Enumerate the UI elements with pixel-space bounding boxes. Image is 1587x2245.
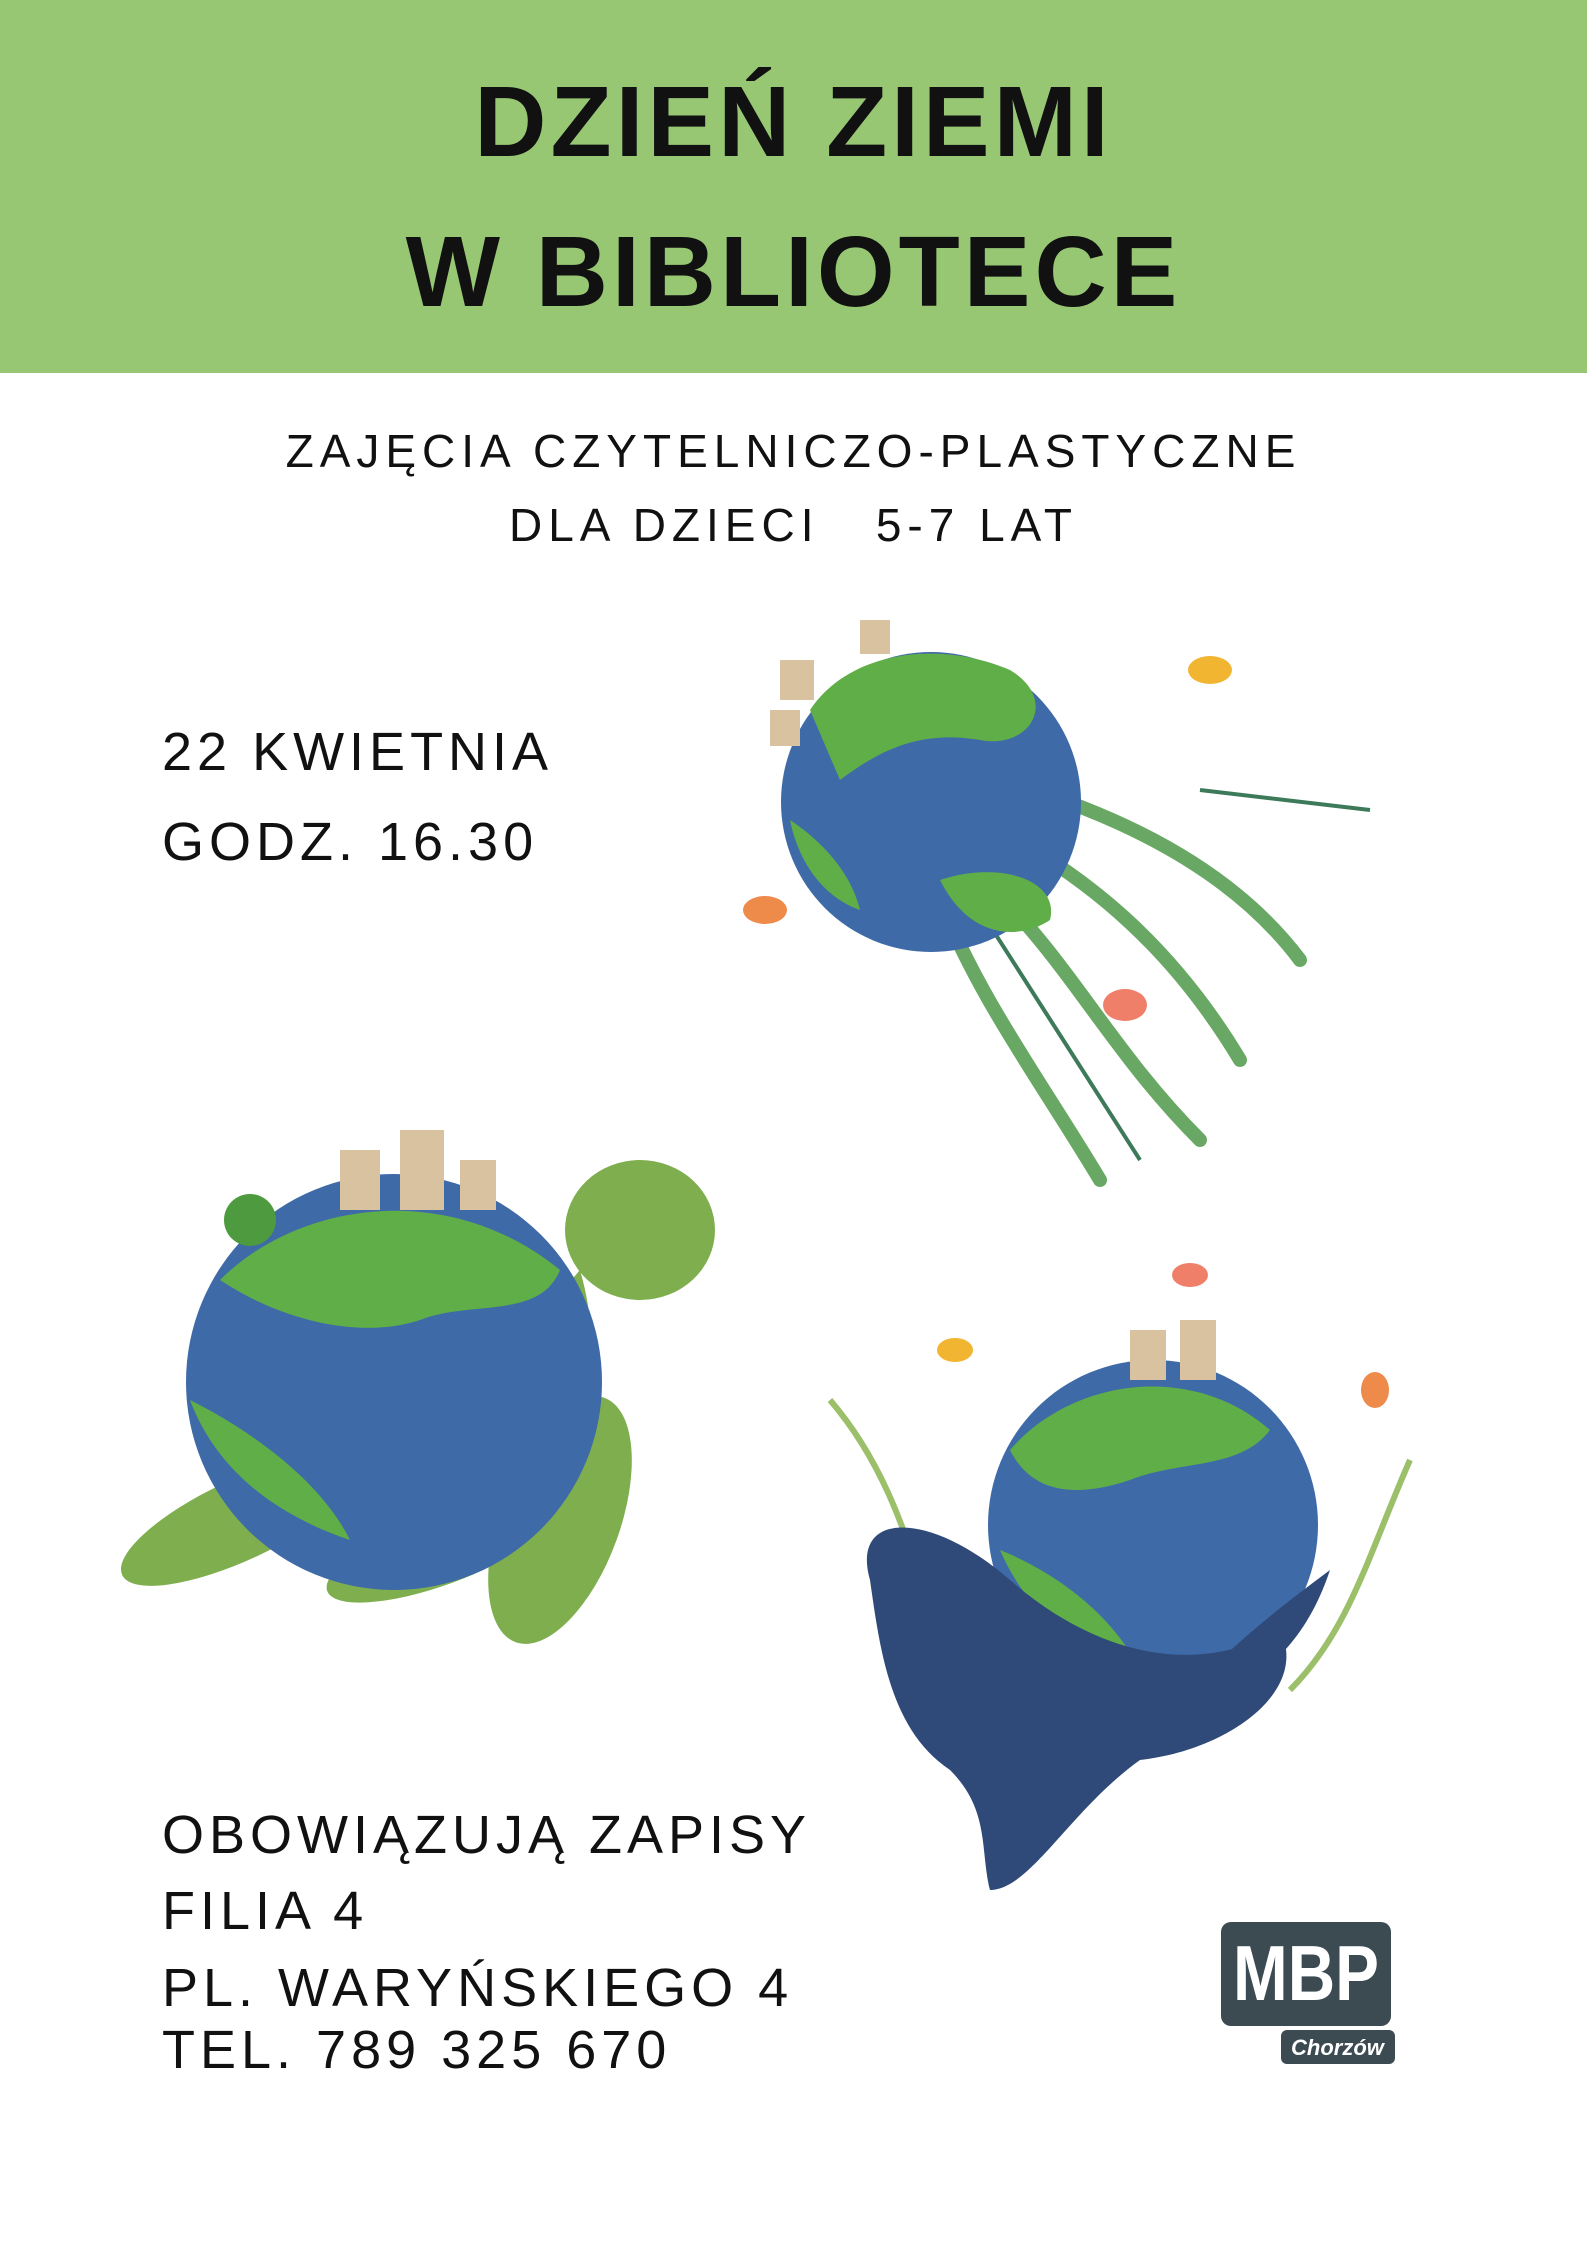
earth-turtle-icon — [120, 1130, 715, 1644]
earth-with-plants-icon — [743, 620, 1371, 1187]
title-line-1: DZIEŃ ZIEMI — [474, 66, 1113, 178]
phone-number: TEL. 789 325 670 — [162, 2020, 672, 2080]
branch-name: FILIA 4 — [162, 1881, 369, 1941]
event-time: GODZ. 16.30 — [162, 812, 539, 872]
title-line-2: W BIBLIOTECE — [405, 216, 1182, 328]
svg-text:MBP: MBP — [1233, 1929, 1379, 2017]
subtitle-line-2: DLA DZIECI 5-7 LAT — [508, 499, 1079, 551]
event-date: 22 KWIETNIA — [162, 722, 554, 782]
registration-note: OBOWIĄZUJĄ ZAPISY — [162, 1805, 812, 1865]
header-banner — [0, 0, 1587, 373]
svg-text:Chorzów: Chorzów — [1291, 2035, 1386, 2060]
mbp-chorzow-logo: MBP Chorzów — [1217, 1920, 1397, 2066]
subtitle-line-1: ZAJĘCIA CZYTELNICZO-PLASTYCZNE — [285, 425, 1302, 477]
address: PL. WARYŃSKIEGO 4 — [162, 1958, 794, 2018]
earth-whale-icon — [827, 1263, 1413, 1890]
